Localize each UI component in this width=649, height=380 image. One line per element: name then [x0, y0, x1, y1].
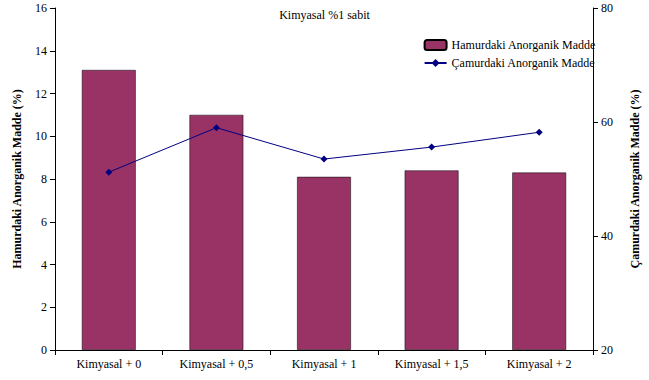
- svg-text:Kimyasal + 0: Kimyasal + 0: [76, 357, 141, 371]
- svg-text:Kimyasal + 2: Kimyasal + 2: [507, 357, 572, 371]
- svg-text:Çamurdaki Anorganik Madde: Çamurdaki Anorganik Madde: [452, 56, 595, 70]
- svg-text:2: 2: [41, 300, 47, 314]
- svg-text:12: 12: [35, 87, 47, 101]
- svg-text:Kimyasal + 0,5: Kimyasal + 0,5: [180, 357, 254, 371]
- svg-text:14: 14: [35, 44, 47, 58]
- svg-text:Hamurdaki Anorganik Madde (%): Hamurdaki Anorganik Madde (%): [10, 89, 24, 269]
- svg-text:10: 10: [35, 129, 47, 143]
- svg-text:80: 80: [601, 1, 613, 15]
- svg-text:16: 16: [35, 1, 47, 15]
- svg-text:Hamurdaki Anorganik Madde: Hamurdaki Anorganik Madde: [452, 38, 596, 52]
- svg-text:0: 0: [41, 343, 47, 357]
- svg-text:Kimyasal + 1: Kimyasal + 1: [292, 357, 357, 371]
- svg-text:20: 20: [601, 343, 613, 357]
- svg-text:8: 8: [41, 172, 47, 186]
- svg-text:Çamurdaki Anorganik Madde (%): Çamurdaki Anorganik Madde (%): [628, 89, 642, 268]
- svg-text:40: 40: [601, 229, 613, 243]
- svg-text:60: 60: [601, 115, 613, 129]
- svg-text:6: 6: [41, 215, 47, 229]
- svg-text:Kimyasal + 1,5: Kimyasal + 1,5: [395, 357, 469, 371]
- svg-text:4: 4: [41, 258, 47, 272]
- svg-text:Kimyasal %1 sabit: Kimyasal %1 sabit: [279, 8, 370, 22]
